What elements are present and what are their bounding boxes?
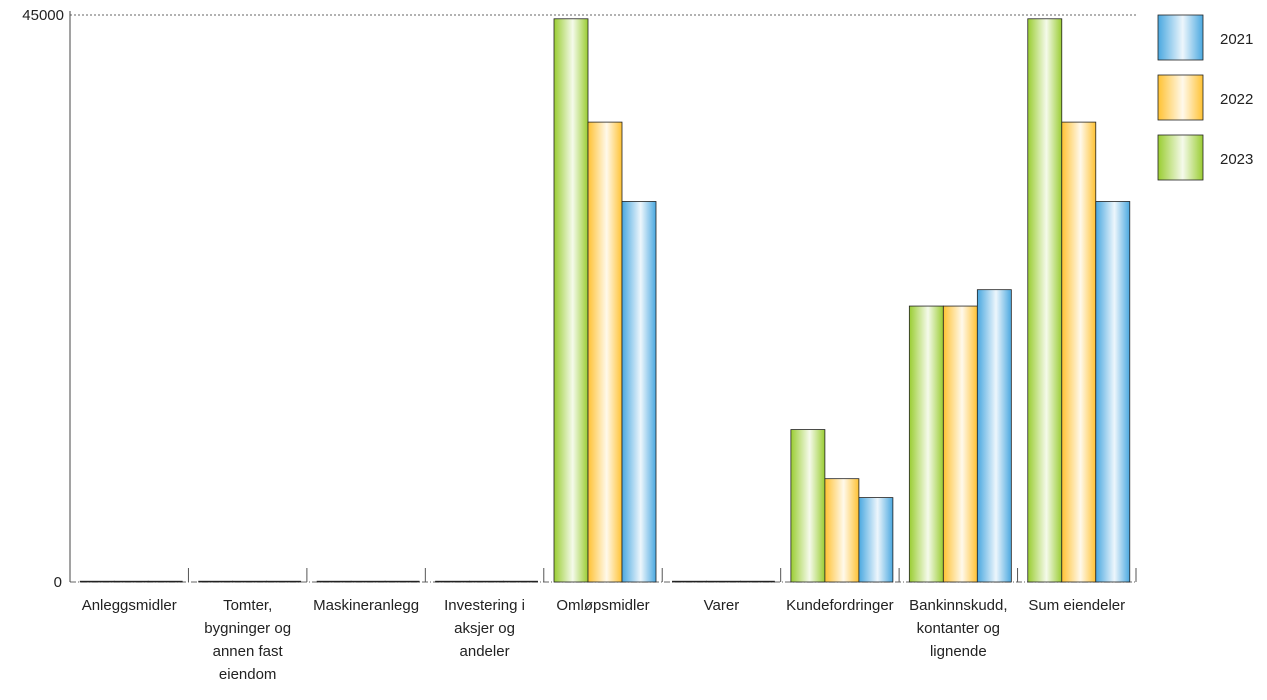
y-tick-label-max: 45000 — [22, 7, 64, 24]
bar-2021-0 — [147, 580, 183, 583]
bar-2022-4 — [587, 121, 623, 583]
legend-label-2022: 2022 — [1220, 91, 1253, 108]
bar-2023-1 — [198, 580, 234, 583]
bar-2023-8 — [1027, 18, 1063, 583]
legend-label-2021: 2021 — [1220, 31, 1253, 48]
bar-2022-8 — [1061, 121, 1097, 583]
bar-2021-5 — [740, 580, 775, 583]
category-label: Maskineranlegg — [313, 597, 419, 614]
legend-swatch-2021 — [1157, 14, 1204, 61]
category-label: Tomter, bygninger og annen fast eiendom — [204, 597, 291, 683]
bar-2021-2 — [384, 580, 420, 583]
chart-legend: 2021 2022 2023 — [1157, 14, 1253, 181]
bar-2021-6 — [858, 497, 894, 583]
category-label: Kundefordringer — [786, 597, 894, 614]
category-label: Anleggsmidler — [82, 597, 177, 614]
bar-2023-7 — [908, 305, 944, 583]
category-label: Bankinnskudd, kontanter og lignende — [909, 597, 1007, 660]
bar-2022-7 — [942, 305, 978, 583]
y-tick-label-min: 0 — [54, 574, 62, 591]
legend-label-2023: 2023 — [1220, 151, 1253, 168]
bar-2022-6 — [824, 478, 860, 583]
legend-swatch-2023 — [1157, 134, 1204, 181]
category-label: Omløpsmidler — [556, 597, 649, 614]
category-label: Varer — [704, 597, 740, 614]
bar-2021-4 — [621, 201, 657, 583]
bar-2023-4 — [553, 18, 589, 583]
bar-2023-2 — [316, 580, 352, 583]
bar-2023-5 — [672, 580, 707, 583]
chart-bars — [79, 18, 1131, 583]
bar-2021-3 — [503, 580, 538, 583]
bar-2023-6 — [790, 429, 826, 583]
bar-2022-2 — [350, 580, 386, 583]
category-label: Investering i aksjer og andeler — [444, 597, 525, 660]
bar-2021-7 — [976, 289, 1012, 583]
bar-2021-1 — [266, 580, 302, 583]
bar-2023-0 — [79, 580, 115, 583]
bar-2023-3 — [435, 580, 470, 583]
bar-2022-3 — [469, 580, 504, 583]
bar-2022-5 — [706, 580, 741, 583]
category-label: Sum eiendeler — [1028, 597, 1125, 614]
bar-2022-1 — [232, 580, 268, 583]
bar-2022-0 — [113, 580, 149, 583]
category-labels: Anleggsmidler Tomter, bygninger og annen fa… — [82, 597, 1125, 683]
bar-2021-8 — [1095, 201, 1131, 583]
legend-swatch-2022 — [1157, 74, 1204, 121]
